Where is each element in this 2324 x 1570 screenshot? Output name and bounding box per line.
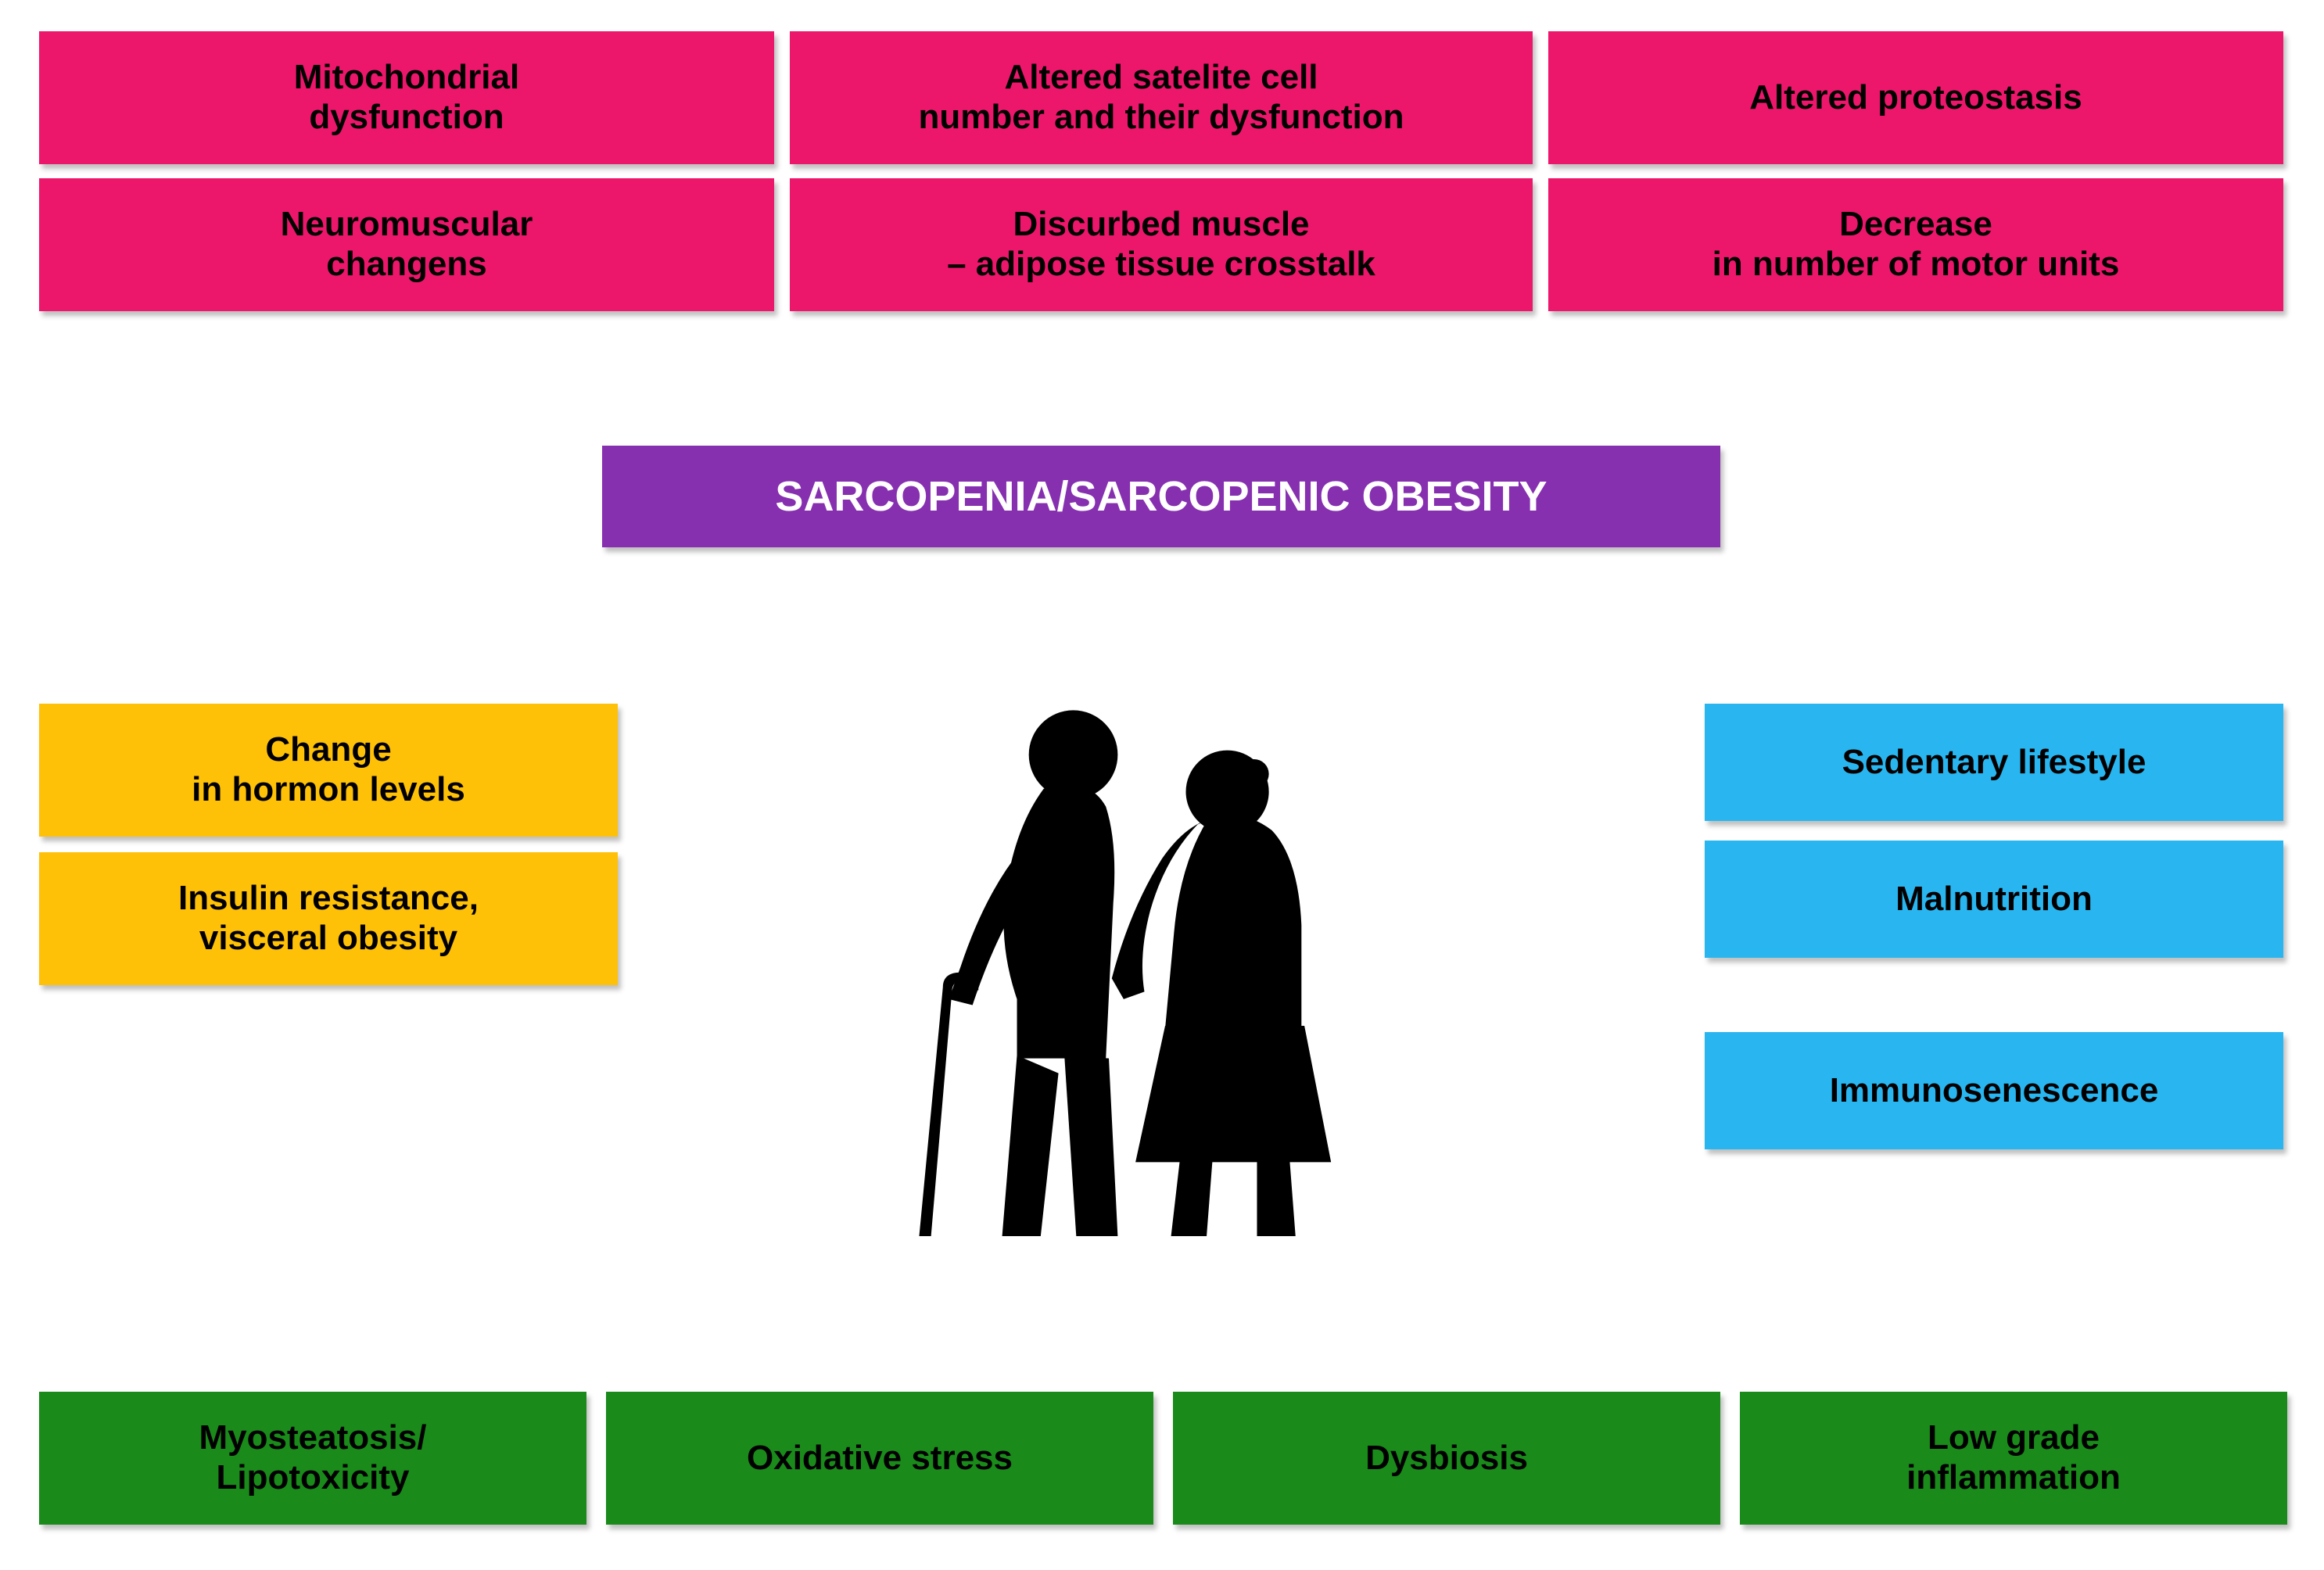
bottom-box-dysbiosis: Dysbiosis — [1173, 1392, 1720, 1525]
top-box-proteostasis: Altered proteostasis — [1548, 31, 2283, 164]
elderly-couple-icon — [860, 688, 1470, 1251]
bottom-box-inflammation: Low grade inflammation — [1740, 1392, 2287, 1525]
right-box-sedentary: Sedentary lifestyle — [1705, 704, 2283, 821]
left-box-insulin: Insulin resistance, visceral obesity — [39, 852, 618, 985]
top-box-crosstalk: Discurbed muscle – adipose tissue crosst… — [790, 178, 1533, 311]
bottom-box-oxidative: Oxidative stress — [606, 1392, 1153, 1525]
top-box-motor-units: Decrease in number of motor units — [1548, 178, 2283, 311]
right-box-malnutrition: Malnutrition — [1705, 841, 2283, 958]
title-box: SARCOPENIA/SARCOPENIC OBESITY — [602, 446, 1720, 547]
top-box-mitochondrial: Mitochondrial dysfunction — [39, 31, 774, 164]
left-box-hormone: Change in hormon levels — [39, 704, 618, 837]
diagram-canvas: Mitochondrial dysfunction Altered sateli… — [0, 0, 2324, 1570]
top-box-neuromuscular: Neuromuscular changens — [39, 178, 774, 311]
bottom-box-myosteatosis: Myosteatosis/ Lipotoxicity — [39, 1392, 586, 1525]
right-box-immunosenescence: Immunosenescence — [1705, 1032, 2283, 1149]
top-box-satellite: Altered satelite cell number and their d… — [790, 31, 1533, 164]
